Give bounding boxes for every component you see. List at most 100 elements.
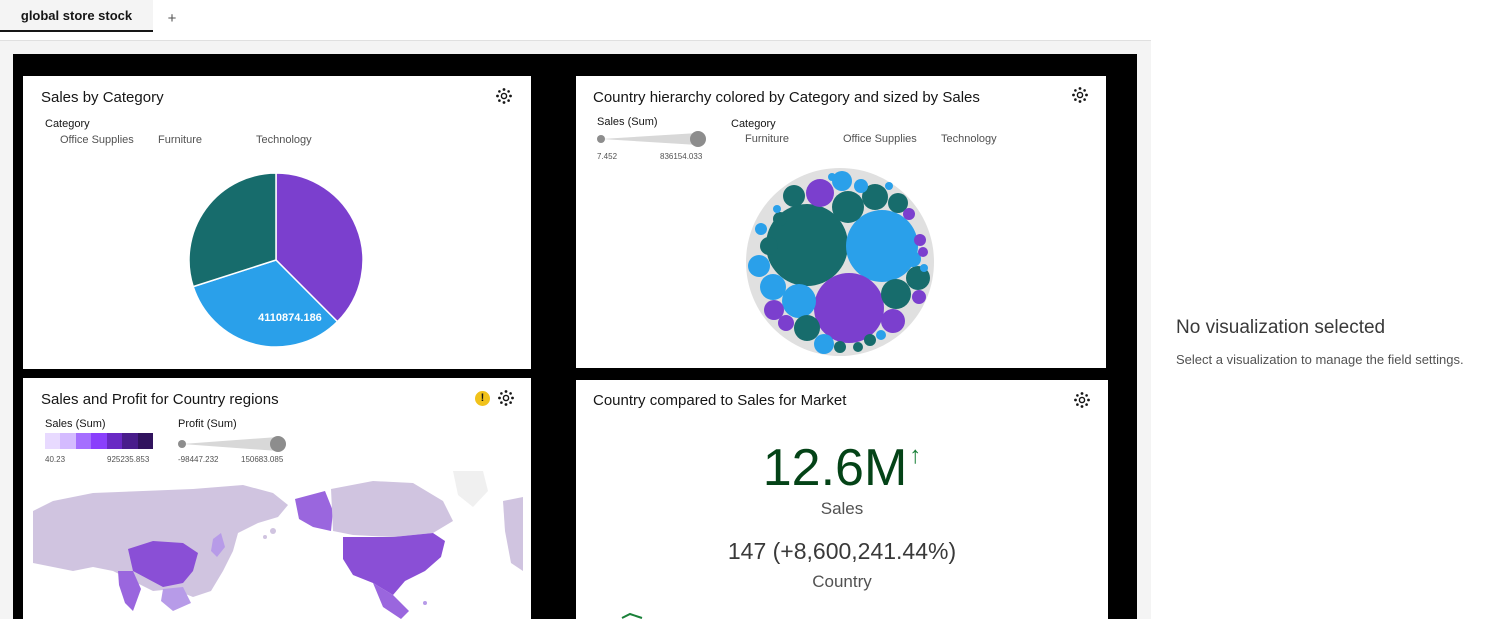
dashboard-canvas: Sales by Category Category Office Suppli… (13, 54, 1137, 619)
size-legend-title: Sales (Sum) (597, 116, 658, 128)
bubble[interactable] (814, 334, 834, 354)
bubble[interactable] (912, 290, 926, 304)
bubble[interactable] (778, 315, 794, 331)
size-legend-min: -98447.232 (178, 455, 219, 464)
bubble[interactable] (764, 300, 784, 320)
bubble[interactable] (828, 173, 836, 181)
size-legend-min: 7.452 (597, 152, 618, 161)
bubble[interactable] (854, 179, 868, 193)
map-region-usa[interactable] (343, 533, 445, 595)
warning-icon[interactable]: ! (475, 391, 490, 406)
bubble[interactable] (876, 330, 886, 340)
legend-item-furniture[interactable]: Furniture (745, 133, 790, 145)
map-region-eurasia[interactable] (33, 485, 288, 597)
size-legend-title: Profit (Sum) (178, 418, 237, 430)
color-ramp-swatch (137, 433, 153, 449)
panel-description: Select a visualization to manage the fie… (1176, 352, 1464, 367)
dashboard-workspace: global store stock + Sales by Category C… (0, 0, 1151, 619)
size-legend-max: 150683.085 (241, 455, 284, 464)
bubble[interactable] (748, 255, 770, 277)
map-region-europe[interactable] (503, 497, 523, 571)
map-region-central-america[interactable] (373, 583, 409, 619)
sparkline (621, 612, 643, 619)
bubble[interactable] (773, 205, 781, 213)
legend-item-office-supplies[interactable]: Office Supplies (60, 134, 134, 146)
bubble[interactable] (885, 182, 893, 190)
map-region-china[interactable] (128, 541, 198, 587)
bubble[interactable] (814, 273, 884, 343)
bubble[interactable] (760, 274, 786, 300)
color-legend-title: Sales (Sum) (45, 418, 106, 430)
legend-title: Category (45, 118, 90, 130)
bubble[interactable] (773, 212, 787, 226)
color-ramp-swatch (75, 433, 92, 449)
kpi-comparison-label: Country (812, 572, 872, 591)
bubble-group (748, 171, 930, 354)
color-legend-min: 40.23 (45, 455, 66, 464)
kpi-value-text: 12.6M (762, 439, 908, 497)
bubble[interactable] (862, 184, 888, 210)
tab-global-store-stock[interactable]: global store stock (0, 0, 153, 32)
bubble[interactable] (783, 185, 805, 207)
bubble[interactable] (806, 179, 834, 207)
widget-sales-profit-map[interactable]: Sales and Profit for Country regions ! S… (23, 378, 531, 619)
color-legend-max: 925235.853 (107, 455, 150, 464)
tab-label: global store stock (20, 7, 133, 23)
gear-icon[interactable] (497, 389, 515, 407)
bubble[interactable] (832, 191, 864, 223)
pie-slice-technology[interactable] (275, 172, 364, 323)
map-region-canada[interactable] (331, 481, 453, 537)
bubble[interactable] (888, 193, 908, 213)
gear-icon[interactable] (495, 87, 513, 105)
legend-item-office-supplies[interactable]: Office Supplies (843, 133, 917, 145)
widget-sales-by-category[interactable]: Sales by Category Category Office Suppli… (23, 76, 531, 369)
widget-title: Country hierarchy colored by Category an… (593, 89, 980, 106)
bubble[interactable] (864, 334, 876, 346)
size-legend-slider (597, 131, 706, 147)
widget-title: Country compared to Sales for Market (593, 392, 847, 409)
widget-kpi-country-sales[interactable]: Country compared to Sales for Market 12.… (576, 380, 1108, 619)
bubble[interactable] (903, 208, 915, 220)
pie-slice-furniture[interactable] (192, 259, 339, 348)
bubble[interactable] (832, 171, 852, 191)
size-legend-max: 836154.033 (660, 152, 703, 161)
bubble[interactable] (755, 223, 767, 235)
color-ramp-legend (45, 433, 153, 449)
bubble[interactable] (760, 237, 778, 255)
legend-item-technology[interactable]: Technology (941, 133, 997, 145)
bubble[interactable] (766, 204, 848, 286)
tab-bar: global store stock + (0, 0, 1151, 41)
widget-country-hierarchy[interactable]: Country hierarchy colored by Category an… (576, 76, 1106, 368)
world-map (33, 471, 523, 619)
map-region-alaska[interactable] (295, 491, 333, 531)
bubble[interactable] (853, 342, 863, 352)
widget-title: Sales by Category (41, 89, 164, 106)
color-ramp-swatch (91, 433, 107, 449)
add-tab-button[interactable]: + (167, 9, 177, 27)
pie-data-label: 4110874.186 (258, 312, 322, 324)
map-region-japan[interactable] (211, 533, 225, 557)
bubble[interactable] (881, 279, 911, 309)
map-region-se-asia[interactable] (161, 587, 191, 611)
map-region-india[interactable] (118, 571, 141, 611)
bubble[interactable] (918, 247, 928, 257)
legend-item-technology[interactable]: Technology (256, 134, 312, 146)
gear-icon[interactable] (1071, 86, 1089, 104)
bubble[interactable] (881, 309, 905, 333)
legend-item-furniture[interactable]: Furniture (158, 134, 203, 146)
gear-icon[interactable] (1073, 391, 1091, 409)
bubble[interactable] (914, 234, 926, 246)
bubble[interactable] (905, 251, 921, 267)
bubble[interactable] (834, 341, 846, 353)
size-legend-slider (178, 436, 286, 452)
bubble[interactable] (794, 315, 820, 341)
bubble[interactable] (920, 264, 928, 272)
color-ramp-swatch (106, 433, 123, 449)
trend-up-icon: ↑ (909, 442, 922, 469)
widget-title: Sales and Profit for Country regions (41, 391, 279, 408)
bubble[interactable] (782, 284, 816, 318)
bubble[interactable] (846, 210, 918, 282)
pie-slice-office-supplies[interactable] (188, 172, 277, 288)
color-legend-title: Category (731, 118, 776, 130)
